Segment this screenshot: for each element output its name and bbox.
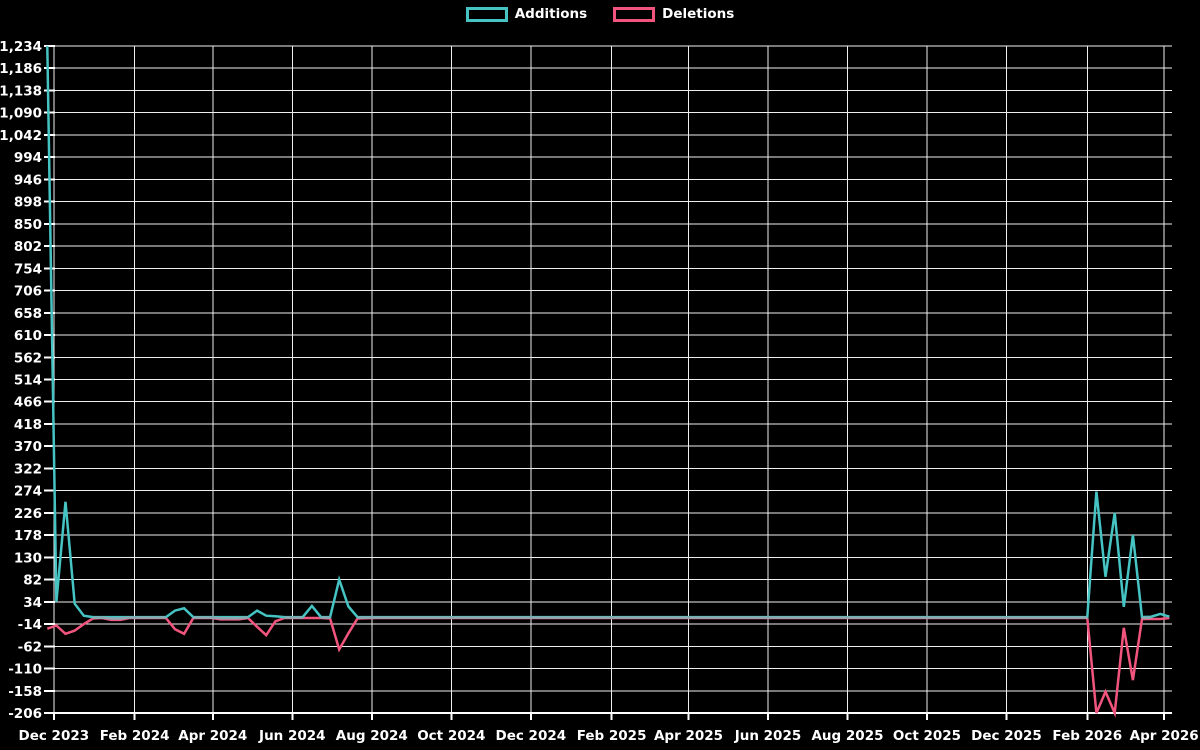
- x-tick-label: Oct 2024: [417, 728, 485, 744]
- overlap-zero-line: [92, 616, 1152, 620]
- y-tick-label: 322: [14, 461, 42, 477]
- y-tick-label: 706: [14, 284, 42, 300]
- y-tick-label: -110: [8, 662, 42, 678]
- additions-line: [46, 45, 1170, 619]
- y-tick-label: 370: [14, 439, 42, 455]
- gridlines: [46, 45, 1172, 714]
- y-tick-label: 802: [14, 239, 42, 255]
- chart-legend: Additions Deletions: [0, 7, 1200, 22]
- y-tick-label: -62: [18, 639, 42, 655]
- y-tick-label: -206: [8, 706, 42, 722]
- y-tick-label: 562: [14, 350, 42, 366]
- y-tick-label: 1,186: [0, 61, 42, 77]
- y-tick-label: 130: [14, 550, 42, 566]
- x-tick-label: Oct 2025: [893, 728, 961, 744]
- y-tick-label: 1,138: [0, 83, 42, 99]
- y-tick-label: 274: [14, 484, 42, 500]
- y-tick-label: 418: [14, 417, 42, 433]
- additions-legend-label: Additions: [514, 5, 588, 22]
- y-tick-label: 82: [23, 573, 42, 589]
- x-tick-label: Aug 2025: [811, 728, 883, 744]
- y-tick-label: 850: [14, 217, 42, 233]
- y-tick-label: 226: [14, 506, 42, 522]
- y-tick-label: 610: [14, 328, 42, 344]
- y-tick-label: 1,090: [0, 106, 42, 122]
- axis-labels: -206 -158 -110 -62 -14 34 82 130 178 226 274 322 370…: [0, 39, 1199, 744]
- y-tick-label: 178: [14, 528, 42, 544]
- deletions-line: [46, 616, 1170, 718]
- legend-item-additions[interactable]: Additions: [465, 5, 588, 22]
- y-tick-label: 658: [14, 306, 42, 322]
- x-tick-label: Feb 2026: [1052, 728, 1122, 744]
- y-tick-label: 1,042: [0, 128, 42, 144]
- deletions-legend-label: Deletions: [662, 5, 735, 22]
- y-tick-label: 466: [14, 395, 42, 411]
- y-tick-label: 994: [14, 150, 42, 166]
- x-tick-label: Apr 2025: [654, 728, 723, 744]
- y-tick-label: -14: [18, 617, 42, 633]
- additions-swatch-icon: [465, 7, 508, 22]
- x-tick-label: Jun 2025: [734, 728, 802, 744]
- y-tick-label: 898: [14, 195, 42, 211]
- x-tick-label: Dec 2025: [971, 728, 1042, 744]
- y-tick-label: 34: [23, 595, 42, 611]
- x-tick-label: Dec 2023: [18, 728, 89, 744]
- legend-item-deletions[interactable]: Deletions: [613, 7, 734, 22]
- x-tick-label: Apr 2026: [1130, 728, 1199, 744]
- x-tick-label: Dec 2024: [495, 728, 566, 744]
- y-tick-label: -158: [8, 684, 42, 700]
- y-tick-label: 946: [14, 172, 42, 188]
- x-tick-label: Aug 2024: [336, 728, 408, 744]
- x-tick-label: Feb 2024: [100, 728, 170, 744]
- y-tick-label: 754: [14, 261, 42, 277]
- deletions-swatch-icon: [613, 7, 656, 22]
- x-tick-label: Feb 2025: [577, 728, 647, 744]
- x-tick-label: Apr 2024: [178, 728, 247, 744]
- y-tick-label: 514: [14, 373, 42, 389]
- y-tick-label: 1,234: [0, 39, 42, 55]
- x-tick-label: Jun 2024: [258, 728, 326, 744]
